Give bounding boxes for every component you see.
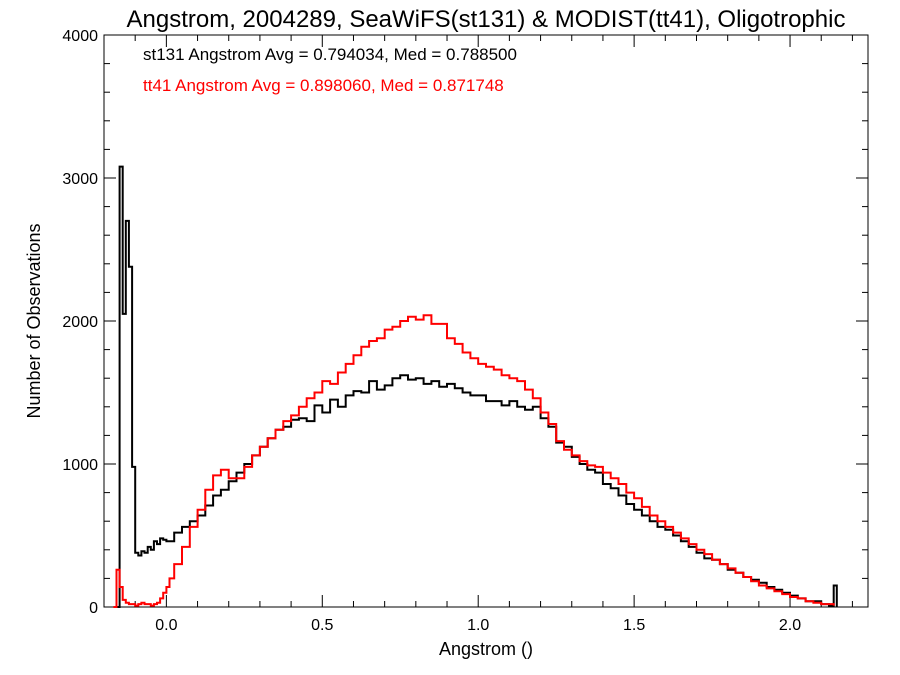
y-axis-label: Number of Observations [24,223,44,418]
annotation-layer: st131 Angstrom Avg = 0.794034, Med = 0.7… [143,45,517,95]
plot-frame [103,34,869,608]
x-tick-label: 0.0 [155,617,177,634]
stats-annotation: tt41 Angstrom Avg = 0.898060, Med = 0.87… [143,76,504,95]
stats-annotation: st131 Angstrom Avg = 0.794034, Med = 0.7… [143,45,517,64]
x-tick-label: 2.0 [779,617,801,634]
y-tick-label: 2000 [62,314,98,331]
x-tick-label: 1.5 [623,617,645,634]
x-tick-label: 1.0 [467,617,489,634]
y-axis: 0 1000 2000 3000 4000 [62,28,868,617]
plot-border [103,34,869,608]
histogram-series-tt41 [113,314,835,608]
y-tick-label: 4000 [62,28,98,45]
y-tick-label: 0 [89,600,98,617]
y-tick-label: 3000 [62,171,98,188]
histogram-series-st131 [116,165,838,608]
chart-title: Angstrom, 2004289, SeaWiFS(st131) & MODI… [127,6,846,33]
series-layer [113,165,838,608]
x-axis-label: Angstrom () [439,639,533,659]
y-tick-label: 1000 [62,457,98,474]
x-axis: 0.0 0.5 1.0 1.5 2.0 [134,35,853,634]
x-tick-label: 0.5 [311,617,333,634]
